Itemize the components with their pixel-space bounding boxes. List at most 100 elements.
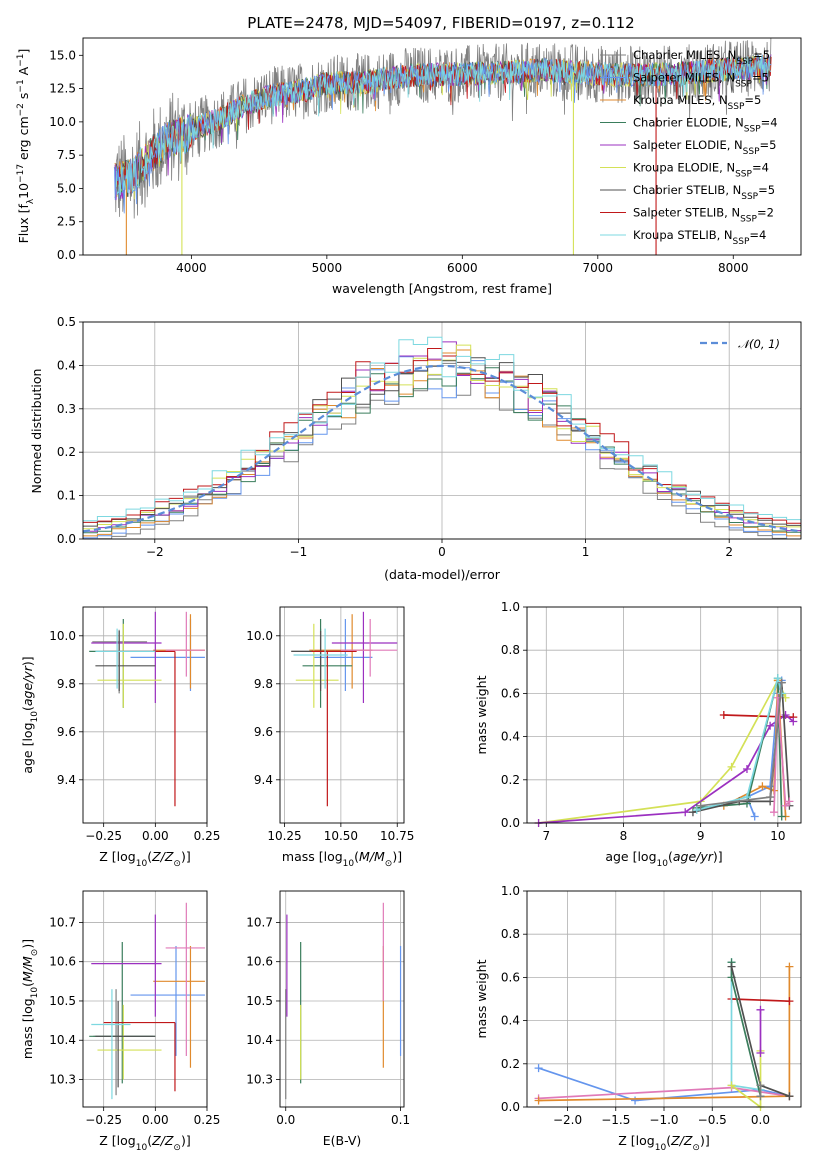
axes-frame [82, 606, 208, 824]
weight-marker [631, 1096, 640, 1105]
weight-age-panel: 7 8 9 10 0.0 0.2 0.4 0.6 0.8 1.0 age [log10(age/yr… [474, 600, 802, 869]
error-bar-point [291, 631, 341, 691]
x-tick-label: 8 [620, 829, 628, 843]
y-tick-label: 10.5 [49, 994, 76, 1008]
y-tick-label: 9.8 [254, 677, 273, 691]
axes-frame [526, 606, 802, 824]
x-tick-label: 7000 [583, 261, 614, 275]
error-bar-point [311, 650, 357, 807]
axes-frame [526, 890, 802, 1108]
weight-marker [681, 808, 690, 817]
weight-series [756, 1081, 765, 1101]
x-tick-label: 10 [770, 829, 785, 843]
x-tick-label: −1.5 [601, 1113, 630, 1127]
x-tick-label: 6000 [447, 261, 478, 275]
error-bar-point [89, 619, 156, 708]
weight-marker [727, 962, 736, 971]
y-tick-label: 0.2 [501, 773, 520, 787]
error-bar-point [95, 631, 156, 691]
axes-frame [82, 37, 802, 256]
y-tick-label: 0.0 [501, 1100, 520, 1114]
weight-marker [785, 962, 794, 971]
spectrum-line [115, 55, 772, 196]
y-tick-label: 9.4 [254, 773, 273, 787]
x-tick-label: 0.0 [751, 1113, 770, 1127]
y-tick-label: 1.0 [501, 600, 520, 614]
weight-marker [756, 1081, 765, 1090]
y-tick-label: 10.0 [49, 115, 76, 129]
x-tick-label: −1 [290, 545, 308, 559]
y-tick-label: 9.4 [57, 773, 76, 787]
x-axis-label: E(B-V) [323, 1133, 362, 1148]
weight-marker [534, 1096, 543, 1105]
x-tick-label: −2 [146, 545, 164, 559]
y-tick-label: 0.3 [57, 402, 76, 416]
weight-marker [777, 678, 786, 687]
y-axis-label: mass weight [474, 959, 489, 1038]
x-axis-label: Z [log10(Z/Z⊙)] [99, 1133, 190, 1153]
legend: Chabrier MILES, NSSP=5 Salpeter MILES, NS… [600, 48, 778, 247]
x-tick-label: 0.00 [142, 1113, 169, 1127]
error-bar-point [91, 611, 162, 703]
weight-marker [766, 721, 775, 730]
axes-frame [279, 890, 405, 1108]
weight-marker [756, 1092, 765, 1101]
error-bar-point [165, 611, 205, 677]
x-tick-label: −0.25 [85, 829, 122, 843]
legend-label: Kroupa MILES, NSSP=5 [633, 93, 761, 112]
weight-line [773, 697, 791, 813]
weight-series [769, 693, 794, 817]
weight-series [534, 711, 798, 827]
y-tick-label: 0.4 [57, 358, 76, 372]
y-tick-label: 0.5 [57, 315, 76, 329]
y-tick-label: 9.6 [254, 725, 273, 739]
weight-series [534, 676, 790, 827]
y-axis-label: Flux [fλ10−17 erg cm−2 s−1 A−1] [16, 49, 36, 244]
weight-line [731, 998, 790, 1003]
weight-marker [534, 1064, 543, 1073]
x-tick-label: 10.75 [380, 829, 414, 843]
x-tick-label: 10.25 [267, 829, 301, 843]
y-axis-label: mass [log10(M/M⊙)] [20, 939, 40, 1059]
x-tick-label: 9 [697, 829, 705, 843]
y-tick-label: 12.5 [49, 82, 76, 96]
y-tick-label: 0.4 [501, 730, 520, 744]
x-tick-label: 0.25 [194, 1113, 221, 1127]
axes-frame [82, 321, 802, 540]
age-mass-panel: 10.25 10.50 10.75 9.4 9.6 9.8 10.0 mass [log10(… [246, 606, 414, 869]
y-tick-label: 1.0 [501, 884, 520, 898]
y-tick-label: 10.6 [246, 955, 273, 969]
legend-label: Kroupa STELIB, NSSP=4 [633, 228, 766, 247]
legend-label: Salpeter STELIB, NSSP=2 [633, 206, 774, 225]
age-z-panel: −0.25 0.00 0.25 9.4 9.6 9.8 10.0 Z [log10(Z/Z⊙)… [20, 606, 220, 869]
x-tick-label: −1.0 [649, 1113, 678, 1127]
y-tick-label: 0.8 [501, 927, 520, 941]
x-tick-label: 2 [725, 545, 733, 559]
weight-marker [785, 1092, 794, 1101]
error-bar-point [331, 611, 398, 703]
legend-label: Chabrier MILES, NSSP=5 [633, 48, 770, 67]
y-tick-label: 0.2 [501, 1057, 520, 1071]
x-tick-label: −2.0 [553, 1113, 582, 1127]
weight-marker [785, 797, 794, 806]
y-tick-label: 10.3 [49, 1073, 76, 1087]
x-tick-label: 10.50 [324, 829, 358, 843]
y-axis-label: Normed distribution [29, 369, 44, 494]
y-tick-label: 10.3 [246, 1073, 273, 1087]
legend-label: Chabrier ELODIE, NSSP=4 [633, 116, 778, 135]
y-tick-label: 0.2 [57, 445, 76, 459]
x-tick-label: 7 [542, 829, 550, 843]
x-axis-label: wavelength [Angstrom, rest frame] [332, 281, 552, 296]
legend-label: 𝒩(0, 1) [738, 337, 780, 351]
weight-line [538, 1067, 790, 1102]
y-tick-label: 9.8 [57, 677, 76, 691]
weight-marker [785, 997, 794, 1006]
histogram-series [83, 336, 801, 523]
axes-frame [82, 890, 208, 1108]
weight-marker [727, 1081, 736, 1090]
axes-frame [279, 606, 405, 824]
mass-ebv-panel: 0.0 0.1 10.3 10.4 10.5 10.6 10.7 E(B-V) [246, 890, 410, 1148]
legend-label: Chabrier STELIB, NSSP=5 [633, 183, 775, 202]
weight-z-panel: −2.0 −1.5 −1.0 −0.5 0.0 0.0 0.2 0.4 0.6 0.8 1.0 Z [… [474, 884, 802, 1153]
